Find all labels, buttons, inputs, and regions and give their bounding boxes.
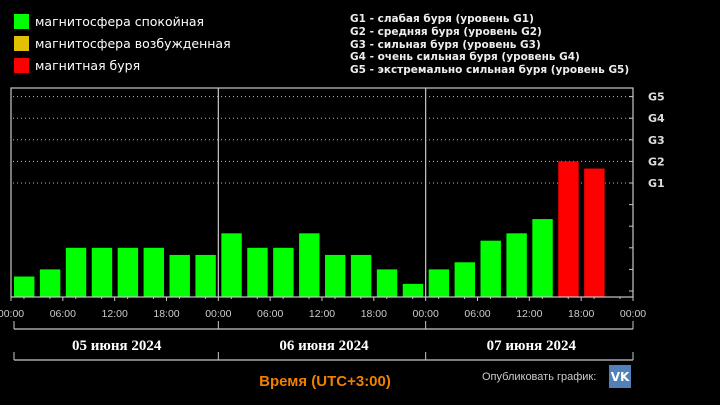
x-tick-label: 18:00 bbox=[568, 308, 594, 320]
storm-level-g1: G1 - слабая буря (уровень G1) bbox=[350, 13, 534, 25]
date-label: 06 июня 2024 bbox=[279, 338, 369, 354]
x-tick-label: 12:00 bbox=[102, 308, 128, 320]
x-tick-label: 00:00 bbox=[620, 308, 646, 320]
x-tick-label: 12:00 bbox=[516, 308, 542, 320]
kp-bar bbox=[117, 247, 139, 297]
x-tick-label: 00:00 bbox=[413, 308, 439, 320]
kp-bar bbox=[221, 233, 242, 297]
kp-bar bbox=[454, 262, 475, 297]
kp-bar bbox=[506, 233, 527, 297]
kp-bar bbox=[195, 254, 216, 297]
x-tick-label: 18:00 bbox=[361, 308, 387, 320]
kp-bar bbox=[273, 247, 294, 297]
vk-share-button[interactable]: VK bbox=[609, 365, 631, 388]
x-tick-label: 00:00 bbox=[205, 308, 231, 320]
legend-swatch-green bbox=[14, 14, 29, 29]
kp-bar bbox=[558, 161, 579, 297]
x-tick-label: 12:00 bbox=[309, 308, 335, 320]
kp-bar bbox=[91, 247, 113, 297]
legend-label: магнитосфера возбужденная bbox=[35, 36, 231, 51]
y-tick-label: G4 bbox=[648, 112, 665, 125]
kp-bar bbox=[39, 269, 61, 297]
kp-bar bbox=[325, 254, 346, 297]
legend-storm: магнитная буря bbox=[14, 58, 140, 73]
storm-level-g5: G5 - экстремально сильная буря (уровень … bbox=[350, 64, 630, 77]
x-tick-label: 06:00 bbox=[50, 308, 76, 320]
storm-level-g4: G4 - очень сильная буря (уровень G4) bbox=[350, 51, 580, 64]
x-tick-label: 06:00 bbox=[257, 308, 283, 320]
y-tick-label: G3 bbox=[648, 134, 665, 147]
kp-bar bbox=[428, 269, 450, 297]
kp-bar bbox=[14, 276, 35, 297]
x-axis-title: Время (UTC+3:00) bbox=[259, 373, 391, 390]
kp-bar bbox=[65, 247, 87, 297]
legend-swatch-yellow bbox=[14, 36, 29, 51]
kp-bar bbox=[402, 283, 424, 297]
publish-label: Опубликовать график: bbox=[482, 371, 597, 383]
y-tick-label: G5 bbox=[648, 91, 665, 104]
kp-bar bbox=[480, 240, 501, 297]
kp-bar bbox=[299, 233, 320, 297]
storm-level-legend: G1 - слабая буря (уровень G1) G2 - средн… bbox=[350, 13, 629, 77]
legend-label: магнитная буря bbox=[35, 58, 141, 73]
legend-quiet: магнитосфера спокойная bbox=[14, 14, 204, 29]
storm-level-g3: G3 - сильная буря (уровень G3) bbox=[350, 38, 541, 51]
kp-bar bbox=[143, 247, 164, 297]
kp-bar bbox=[532, 219, 553, 297]
kp-bar bbox=[169, 254, 190, 297]
kp-bar bbox=[376, 269, 398, 297]
storm-level-g2: G2 - средняя буря (уровень G2) bbox=[350, 25, 542, 38]
legend-swatch-red bbox=[14, 58, 29, 73]
kp-bar bbox=[247, 247, 268, 297]
date-label: 07 июня 2024 bbox=[487, 338, 577, 354]
y-tick-label: G2 bbox=[648, 155, 665, 168]
kp-bar bbox=[584, 168, 605, 297]
x-tick-label: 00:00 bbox=[0, 308, 24, 320]
x-tick-label: 18:00 bbox=[153, 308, 179, 320]
y-tick-label: G1 bbox=[648, 177, 665, 190]
vk-icon: VK bbox=[610, 369, 630, 384]
x-tick-label: 06:00 bbox=[464, 308, 490, 320]
legend-label: магнитосфера спокойная bbox=[35, 14, 205, 29]
kp-bar bbox=[350, 254, 372, 297]
legend-active: магнитосфера возбужденная bbox=[14, 36, 231, 51]
date-label: 05 июня 2024 bbox=[72, 338, 162, 354]
